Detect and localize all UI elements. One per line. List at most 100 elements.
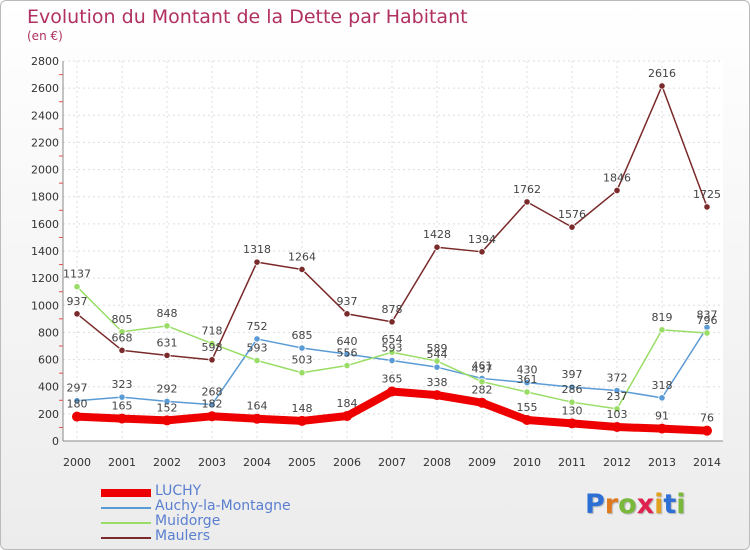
data-label: 318 [652,379,673,392]
data-label: 365 [382,372,403,385]
data-label: 796 [697,314,718,327]
data-label: 164 [247,400,268,413]
data-point [118,328,126,336]
y-tick-label: 1000 [31,299,59,312]
data-label: 503 [292,354,313,367]
data-label: 148 [292,402,313,415]
data-label: 848 [157,307,178,320]
data-label: 631 [157,336,178,349]
data-point [387,386,397,397]
legend-item: Maulers [101,528,401,545]
legend-item: Auchy-la-Montagne [101,498,401,515]
data-point [388,348,396,356]
data-point [162,415,172,426]
data-point [117,413,127,424]
data-label: 593 [382,342,403,355]
data-point [432,390,442,401]
data-point [343,310,351,318]
data-point [253,356,261,365]
data-label: 718 [202,325,223,338]
data-label: 292 [157,382,178,395]
data-point [523,198,531,206]
data-point [702,425,712,436]
legend-swatch [101,489,151,497]
x-tick-label: 2006 [333,456,361,469]
legend: LUCHY Auchy-la-Montagne Muidorge Maulers [101,483,401,545]
legend-swatch [101,537,151,539]
chart-title: Evolution du Montant de la Dette par Hab… [27,6,468,28]
x-tick-label: 2009 [468,456,496,469]
data-label: 338 [427,376,448,389]
x-tick-label: 2010 [513,456,541,469]
data-point [522,414,532,425]
data-label: 668 [112,331,133,344]
data-label: 184 [337,397,358,410]
data-point [73,397,81,405]
y-tick-label: 1600 [31,218,59,231]
legend-swatch [101,522,151,524]
y-tick-label: 2400 [31,109,59,122]
data-label: 1428 [423,228,451,241]
data-label: 556 [337,347,358,360]
data-point [253,258,261,266]
data-point [298,344,306,352]
data-label: 593 [247,342,268,355]
data-label: 837 [697,308,718,321]
data-point [208,339,216,348]
data-label: 819 [652,311,673,324]
data-point [388,356,396,365]
data-point [568,223,576,231]
data-label: 361 [517,373,538,386]
data-label: 544 [427,348,448,361]
data-label: 685 [292,329,313,342]
data-point [657,423,667,434]
y-tick-label: 2800 [31,55,59,68]
data-point [477,397,487,408]
data-label: 1137 [63,268,91,281]
y-tick-label: 2200 [31,136,59,149]
data-label: 323 [112,378,133,391]
x-tick-label: 2012 [603,456,631,469]
y-tick-label: 1200 [31,272,59,285]
legend-label: LUCHY [155,483,202,499]
data-point [207,411,217,422]
x-tick-label: 2003 [198,456,226,469]
data-point [253,335,261,343]
x-tick-label: 2014 [693,456,721,469]
data-point [343,361,351,370]
data-point [208,356,216,364]
data-point [298,369,306,377]
legend-label: Auchy-la-Montagne [155,498,291,514]
data-point [478,248,486,256]
legend-label: Maulers [155,528,211,544]
data-label: 937 [67,295,88,308]
data-label: 180 [67,398,88,411]
legend-label: Muidorge [155,513,221,529]
data-label: 397 [562,368,583,381]
data-point [658,326,666,334]
data-point [298,265,306,274]
data-point [297,415,307,426]
data-label: 297 [67,382,88,395]
data-label: 103 [607,408,628,421]
data-point [163,322,171,330]
y-tick-label: 2000 [31,164,59,177]
data-point [613,186,621,195]
legend-swatch [101,507,151,509]
data-label: 878 [382,303,403,316]
y-tick-label: 2600 [31,82,59,95]
data-point [433,357,441,365]
data-label: 654 [382,333,403,346]
data-point [523,379,531,387]
y-tick-label: 1800 [31,191,59,204]
data-point [342,411,352,422]
data-label: 1394 [468,233,496,246]
data-point [433,363,441,371]
data-label: 589 [427,342,448,355]
legend-item: Muidorge [101,513,401,530]
data-label: 598 [202,341,223,354]
data-label: 461 [472,359,493,372]
legend-item: LUCHY [101,483,401,500]
